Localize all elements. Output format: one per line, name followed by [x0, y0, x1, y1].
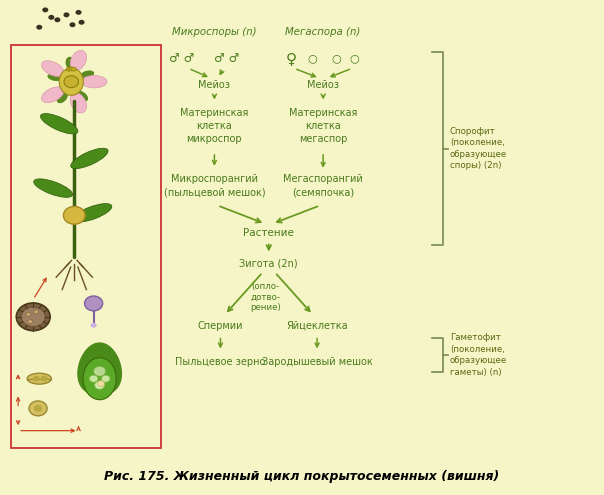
- Circle shape: [48, 15, 54, 20]
- Polygon shape: [78, 343, 121, 395]
- Text: Микроспорангий
(пыльцевой мешок): Микроспорангий (пыльцевой мешок): [164, 174, 265, 197]
- Text: Растение: Растение: [243, 228, 294, 238]
- Circle shape: [85, 296, 103, 311]
- Text: ♀: ♀: [286, 51, 297, 66]
- Ellipse shape: [40, 113, 78, 134]
- Ellipse shape: [34, 179, 72, 198]
- Text: Яйцеклетка: Яйцеклетка: [286, 321, 348, 331]
- Ellipse shape: [70, 50, 86, 71]
- Text: Микроспоры (n): Микроспоры (n): [172, 27, 257, 37]
- Circle shape: [71, 67, 76, 71]
- Ellipse shape: [42, 61, 64, 77]
- Circle shape: [36, 25, 42, 30]
- Circle shape: [63, 206, 85, 224]
- Text: ○: ○: [350, 53, 359, 63]
- Circle shape: [63, 12, 69, 17]
- Circle shape: [66, 67, 71, 71]
- Text: Зигота (2n): Зигота (2n): [239, 258, 298, 268]
- Ellipse shape: [83, 357, 116, 400]
- Circle shape: [40, 376, 48, 382]
- Circle shape: [94, 366, 106, 376]
- Text: Мегаспора (n): Мегаспора (n): [286, 27, 361, 37]
- Ellipse shape: [57, 92, 68, 103]
- Ellipse shape: [71, 148, 108, 169]
- Circle shape: [34, 405, 42, 412]
- Circle shape: [91, 323, 97, 328]
- Ellipse shape: [82, 75, 107, 88]
- Text: Пыльцевое зерно: Пыльцевое зерно: [175, 357, 266, 367]
- Circle shape: [54, 17, 60, 22]
- Text: ♂ ♂: ♂ ♂: [169, 52, 194, 65]
- Circle shape: [26, 312, 31, 316]
- Ellipse shape: [27, 373, 51, 384]
- Text: Мейоз: Мейоз: [307, 80, 339, 90]
- Text: Мегаспорангий
(семяпочка): Мегаспорангий (семяпочка): [283, 174, 363, 197]
- Text: Спермии: Спермии: [198, 321, 243, 331]
- Circle shape: [29, 401, 47, 416]
- Ellipse shape: [42, 87, 64, 102]
- Text: Рис. 175. Жизненный цикл покрытосеменных (вишня): Рис. 175. Жизненный цикл покрытосеменных…: [104, 470, 500, 483]
- Ellipse shape: [59, 68, 83, 95]
- Text: Материнская
клетка
мегаспор: Материнская клетка мегаспор: [289, 108, 358, 144]
- Ellipse shape: [73, 203, 112, 222]
- Circle shape: [69, 22, 76, 27]
- Circle shape: [42, 7, 48, 12]
- Circle shape: [64, 76, 79, 88]
- Circle shape: [95, 381, 104, 389]
- Circle shape: [97, 381, 104, 387]
- Text: Спорофит
(поколение,
образующее
споры) (2n): Спорофит (поколение, образующее споры) (…: [450, 127, 507, 170]
- Circle shape: [28, 320, 33, 324]
- Circle shape: [89, 375, 98, 382]
- Text: ○: ○: [307, 53, 317, 63]
- Circle shape: [21, 307, 45, 327]
- Text: (оплo-
дотво-
рение): (оплo- дотво- рение): [251, 282, 281, 312]
- Text: Мейоз: Мейоз: [199, 80, 230, 90]
- Circle shape: [76, 10, 82, 15]
- Circle shape: [101, 375, 110, 382]
- Circle shape: [34, 310, 39, 314]
- Ellipse shape: [76, 91, 88, 101]
- Text: ○: ○: [332, 53, 341, 63]
- Ellipse shape: [80, 70, 94, 79]
- Circle shape: [69, 67, 74, 71]
- Ellipse shape: [66, 57, 75, 69]
- Text: Зародышевый мешок: Зародышевый мешок: [262, 357, 373, 367]
- Circle shape: [79, 20, 85, 25]
- Text: Материнская
клетка
микроспор: Материнская клетка микроспор: [180, 108, 249, 144]
- Text: ♂ ♂: ♂ ♂: [214, 52, 239, 65]
- Circle shape: [16, 303, 50, 331]
- Circle shape: [33, 376, 40, 382]
- Text: Гаметофит
(поколение,
образующее
гаметы) (n): Гаметофит (поколение, образующее гаметы)…: [450, 333, 507, 377]
- Ellipse shape: [70, 93, 86, 113]
- Ellipse shape: [48, 73, 62, 81]
